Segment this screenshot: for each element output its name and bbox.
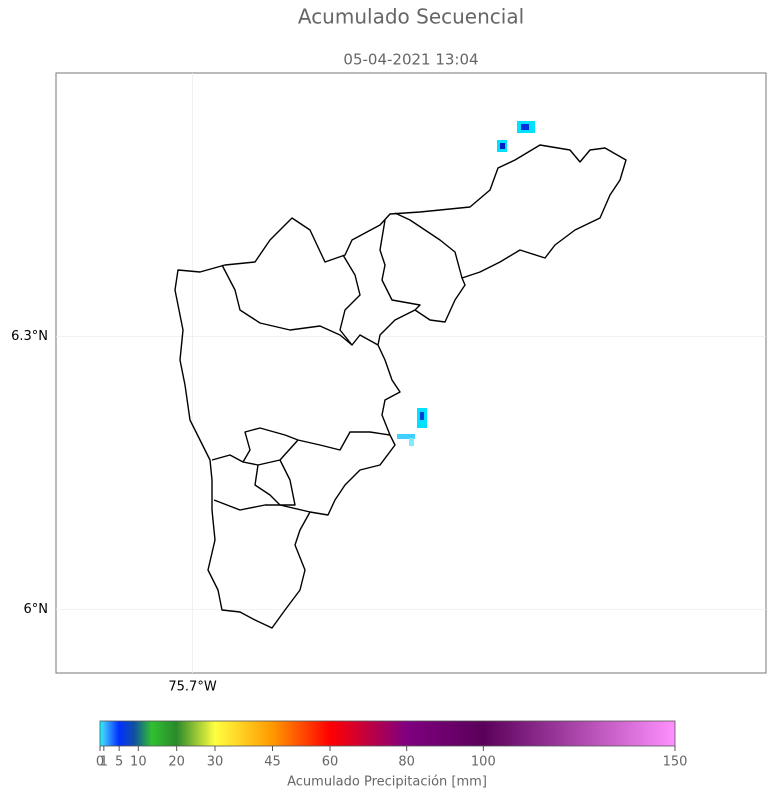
colorbar-tick-label: 150 [663, 755, 688, 770]
y-tick-label: 6°N [24, 602, 49, 617]
colorbar-tick-label: 45 [264, 755, 281, 770]
title: Acumulado Secuencial [298, 5, 524, 29]
precipitation [397, 121, 535, 446]
map-frame [55, 72, 767, 674]
boundaries [174, 144, 627, 629]
colorbar-tick-label: 10 [130, 755, 147, 770]
colorbar-tick-label: 1 [100, 755, 108, 770]
colorbar-tick-label: 30 [207, 755, 224, 770]
colorbar-tick-label: 20 [168, 755, 185, 770]
subtitle: 05-04-2021 13:04 [343, 51, 478, 69]
y-tick-label: 6.3°N [11, 329, 48, 344]
colorbar-tick-label: 5 [115, 755, 123, 770]
x-tick-label: 75.7°W [168, 680, 216, 695]
colorbar [99, 720, 676, 747]
colorbar-label: Acumulado Precipitación [mm] [287, 775, 487, 790]
colorbar-tick-label: 100 [471, 755, 496, 770]
colorbar-tick-label: 0 [96, 755, 104, 770]
colorbar-tick-label: 80 [398, 755, 415, 770]
colorbar-tick-label: 60 [322, 755, 339, 770]
